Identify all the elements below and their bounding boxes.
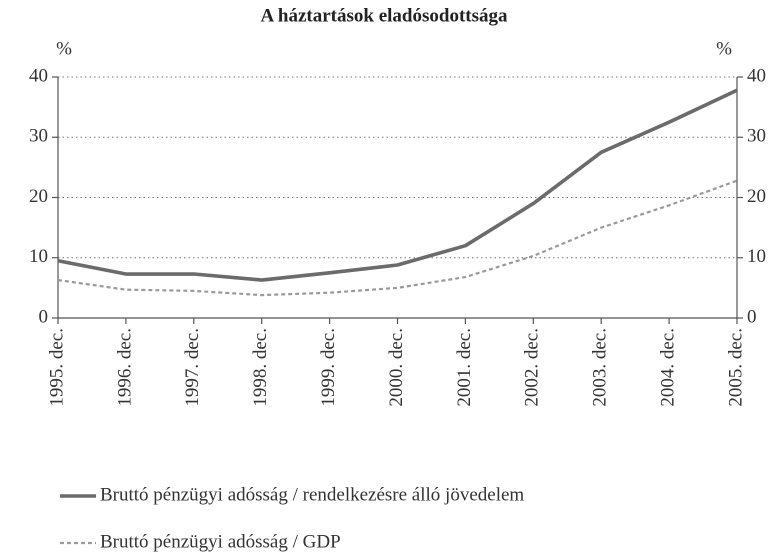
x-tick-label: 1998. dec.: [250, 328, 271, 407]
y2-tick-label: 20: [747, 186, 766, 207]
x-tick-label: 2004. dec.: [657, 328, 678, 407]
y-tick-label: 20: [29, 186, 48, 207]
x-tick-label: 1995. dec.: [46, 328, 67, 407]
x-tick-label: 1996. dec.: [114, 328, 135, 407]
y2-axis-label: %: [716, 38, 732, 59]
x-tick-label: 2000. dec.: [386, 328, 407, 407]
x-tick-label: 1999. dec.: [318, 328, 339, 407]
y2-tick-label: 0: [747, 306, 757, 327]
x-tick-label: 2005. dec.: [725, 328, 746, 407]
series-line: [57, 179, 738, 297]
y2-tick-label: 10: [747, 246, 766, 267]
y-axis-label: %: [56, 38, 72, 59]
y-tick-label: 30: [29, 126, 48, 147]
x-tick-label: 1997. dec.: [182, 328, 203, 407]
x-tick-label: 2003. dec.: [590, 328, 611, 407]
series-line: [57, 88, 738, 282]
y-tick-label: 0: [39, 306, 49, 327]
y2-tick-label: 40: [747, 65, 766, 86]
x-tick-label: 2002. dec.: [522, 328, 543, 407]
y-tick-label: 40: [29, 65, 48, 86]
legend-label: Bruttó pénzügyi adósság / rendelkezésre …: [100, 484, 524, 505]
x-tick-label: 2001. dec.: [454, 328, 475, 407]
y2-tick-label: 30: [747, 126, 766, 147]
y-tick-label: 10: [29, 246, 48, 267]
chart-title: A háztartások eladósodottsága: [260, 5, 508, 26]
legend-label: Bruttó pénzügyi adósság / GDP: [100, 531, 341, 552]
